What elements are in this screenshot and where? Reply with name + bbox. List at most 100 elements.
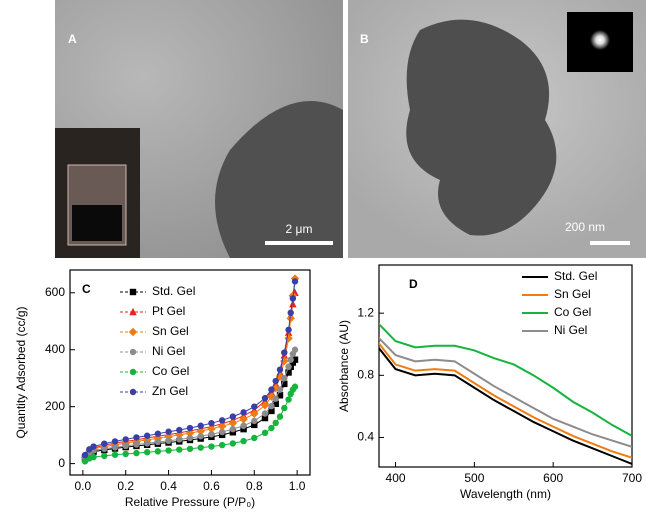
y-tick-label: 1.2 [357,305,374,319]
marker [230,440,236,446]
marker [273,395,279,401]
marker [155,448,161,454]
y-tick-label: 200 [45,399,65,413]
x-tick-label: 400 [386,471,406,485]
marker [130,349,136,355]
marker [123,451,129,457]
scale-bar-label: 2 μm [286,222,313,236]
marker [165,438,171,444]
inset-gel [72,205,122,241]
marker [144,433,150,439]
marker [208,420,214,426]
marker [144,440,150,446]
legend-label: Co Gel [554,305,591,319]
marker [133,441,139,447]
x-axis-label: Relative Pressure (P/P₀) [125,495,255,509]
y-axis-label: Quantity Adsorbed (cc/g) [14,306,28,438]
legend-label: Ni Gel [554,323,587,337]
marker [101,440,107,446]
marker [101,453,107,459]
marker [129,328,137,336]
marker [198,444,204,450]
marker [133,434,139,440]
marker [155,431,161,437]
x-tick-label: 0.6 [203,479,220,493]
marker [281,375,287,381]
x-tick-label: 500 [464,471,484,485]
marker [273,378,279,384]
marker [273,420,279,426]
x-tick-label: 0.0 [75,479,92,493]
diffraction-spot [590,30,610,50]
marker [133,450,139,456]
marker [292,347,298,353]
marker [277,413,283,419]
marker [277,386,283,392]
legend-label: Pt Gel [152,304,185,318]
marker [240,409,246,415]
y-tick-label: 400 [45,342,65,356]
marker [112,438,118,444]
y-tick-label: 600 [45,285,65,299]
x-tick-label: 1.0 [289,479,306,493]
marker [219,417,225,423]
marker [82,452,88,458]
legend-label: Std. Gel [152,284,195,298]
y-tick-label: 0 [58,456,65,470]
x-tick-label: 700 [622,471,642,485]
marker [123,443,129,449]
x-tick-label: 0.4 [160,479,177,493]
marker [262,410,268,416]
marker [187,435,193,441]
marker [240,423,246,429]
marker [130,369,136,375]
marker [165,447,171,453]
panel-label: B [360,32,369,46]
y-tick-label: 0.4 [357,430,374,444]
marker [130,389,136,395]
marker [290,295,296,301]
marker [198,423,204,429]
marker [285,327,291,333]
legend-label: Co Gel [152,364,189,378]
y-tick-label: 0.8 [357,367,374,381]
marker [90,454,96,460]
panel-label: D [409,277,418,291]
marker [281,405,287,411]
marker [281,349,287,355]
marker [251,403,257,409]
marker [208,443,214,449]
marker [262,430,268,436]
marker [130,289,136,295]
legend-label: Zn Gel [152,384,188,398]
figure: A 2 μm B 200 nm 0.00.20.40.60.81.0020040… [0,0,646,512]
marker [292,384,298,390]
plot-frame [379,265,632,467]
marker [123,436,129,442]
marker [268,425,274,431]
page: A 2 μm B 200 nm 0.00.20.40.60.81.0020040… [0,0,646,512]
panel-label: A [68,32,77,46]
marker [90,443,96,449]
x-axis-label: Wavelength (nm) [460,487,551,501]
marker [112,444,118,450]
marker [165,429,171,435]
marker [112,452,118,458]
marker [292,278,298,284]
marker [176,436,182,442]
marker [230,426,236,432]
marker [144,449,150,455]
marker [230,413,236,419]
marker [176,427,182,433]
marker [251,418,257,424]
y-axis-label: Absorbance (AU) [337,320,351,412]
marker [198,433,204,439]
marker [208,431,214,437]
marker [240,438,246,444]
legend-label: Sn Gel [554,287,591,301]
marker [262,395,268,401]
marker [285,364,291,370]
marker [251,435,257,441]
marker [239,415,247,423]
marker [176,446,182,452]
